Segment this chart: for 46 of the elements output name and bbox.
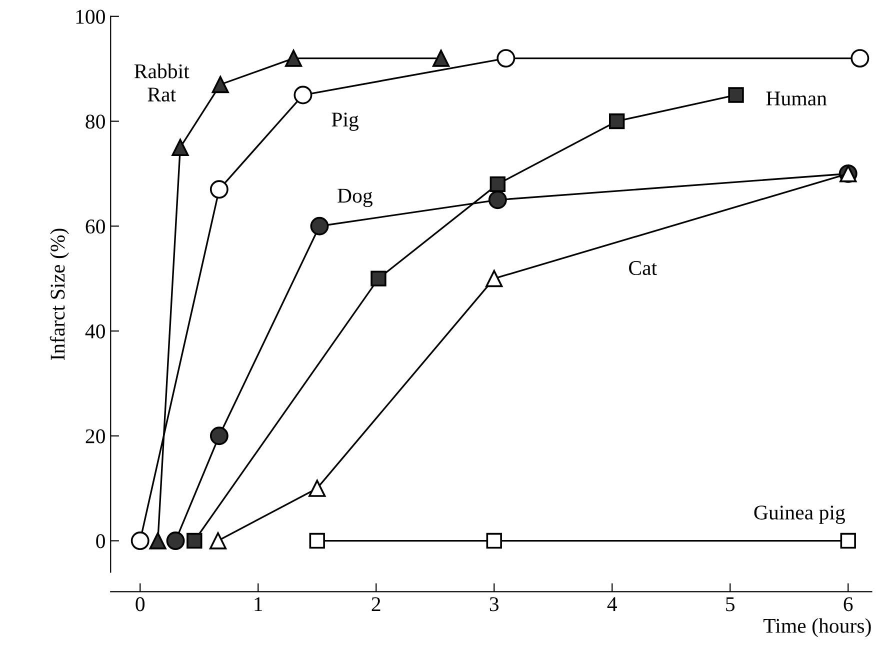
point	[284, 50, 302, 67]
point	[310, 216, 329, 236]
point	[209, 532, 227, 550]
point	[608, 113, 625, 130]
y-tick-label: 0	[96, 534, 105, 548]
series-label: Guinea pig	[754, 506, 846, 524]
x-tick-label: 5	[726, 597, 735, 612]
point	[308, 480, 326, 497]
point	[149, 532, 166, 550]
point	[486, 270, 503, 288]
y-tick-label: 20	[86, 429, 105, 444]
point	[490, 176, 506, 192]
y-tick-label: 80	[86, 114, 105, 129]
point	[432, 50, 450, 67]
point	[488, 190, 507, 210]
y-tick-label: 40	[85, 324, 105, 338]
point	[166, 532, 185, 550]
point	[210, 180, 228, 199]
y-axis-title: Infarct Size (%)	[50, 228, 69, 360]
point	[294, 86, 312, 104]
x-tick-label: 6	[844, 597, 853, 612]
point	[130, 532, 150, 550]
point	[172, 138, 189, 156]
x-tick-label: 4	[607, 597, 618, 612]
y-tick-label: 60	[86, 220, 105, 234]
point	[186, 532, 202, 549]
series-label: Pig	[332, 112, 359, 131]
x-tick-label: 2	[372, 597, 380, 612]
point	[486, 532, 502, 549]
point	[309, 532, 325, 549]
series-label: Rabbit Rat	[134, 64, 190, 102]
x-tick-label: 3	[490, 597, 499, 612]
x-tick-label: 0	[136, 597, 145, 612]
point	[840, 532, 856, 549]
series-label: Dog	[338, 188, 372, 208]
y-tick-label: 100	[76, 10, 105, 24]
point	[496, 49, 516, 68]
point	[728, 87, 744, 103]
x-tick-label: 1	[254, 597, 262, 612]
point	[210, 426, 228, 446]
series-label: Cat	[629, 261, 657, 276]
point	[370, 270, 386, 286]
point	[212, 76, 229, 94]
series-label: Human	[766, 92, 827, 106]
x-axis-title: Time (hours)	[763, 618, 871, 638]
point	[850, 49, 870, 68]
